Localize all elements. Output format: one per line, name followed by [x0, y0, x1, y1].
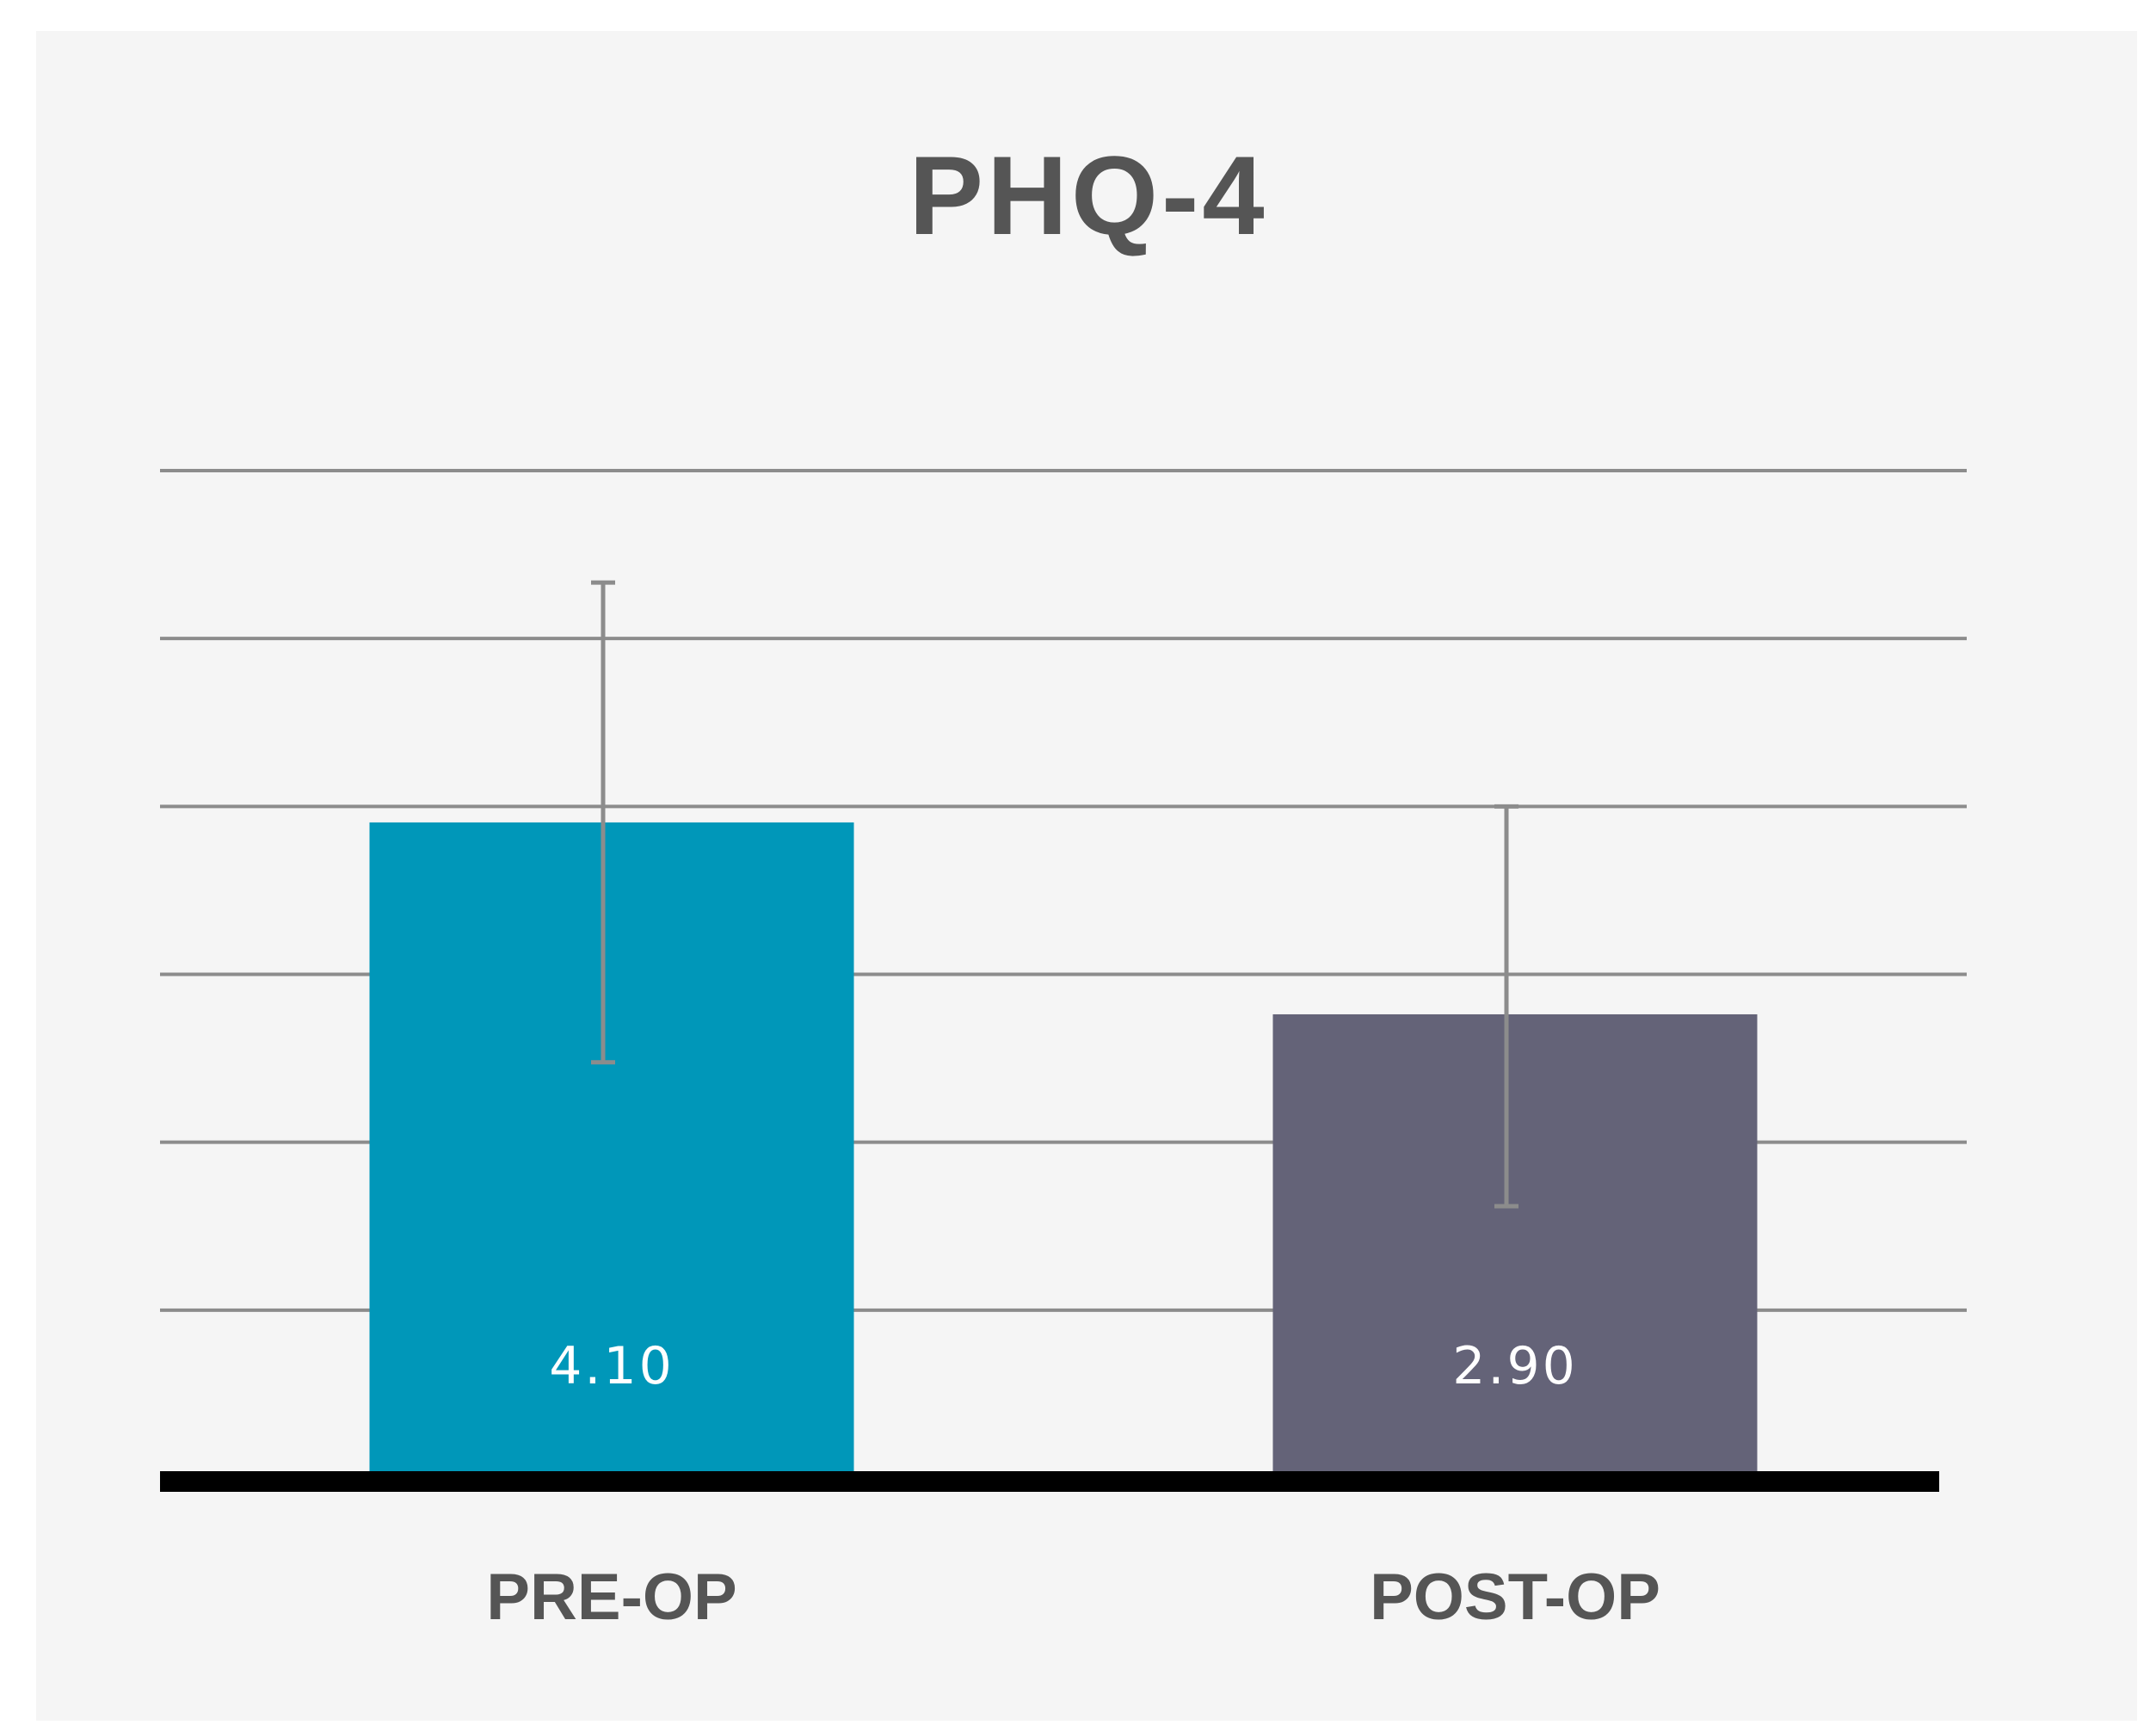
value-label-pre-op: 4.10 [549, 1336, 675, 1396]
chart-title: PHQ-4 [909, 132, 1267, 258]
category-label-post-op: POST-OP [1370, 1561, 1660, 1634]
value-label-post-op: 2.90 [1452, 1336, 1578, 1396]
error-bar-post-op [1494, 804, 1518, 1209]
bars [369, 822, 1758, 1478]
error-bars [591, 580, 1518, 1209]
bar-pre-op [369, 822, 854, 1478]
x-axis-baseline [160, 1471, 1939, 1492]
labels: 4.10 PRE-OP 2.90 POST-OP [486, 1336, 1660, 1634]
bar-post-op [1272, 1013, 1758, 1478]
error-bar-pre-op [591, 580, 615, 1065]
category-label-pre-op: PRE-OP [486, 1561, 736, 1634]
